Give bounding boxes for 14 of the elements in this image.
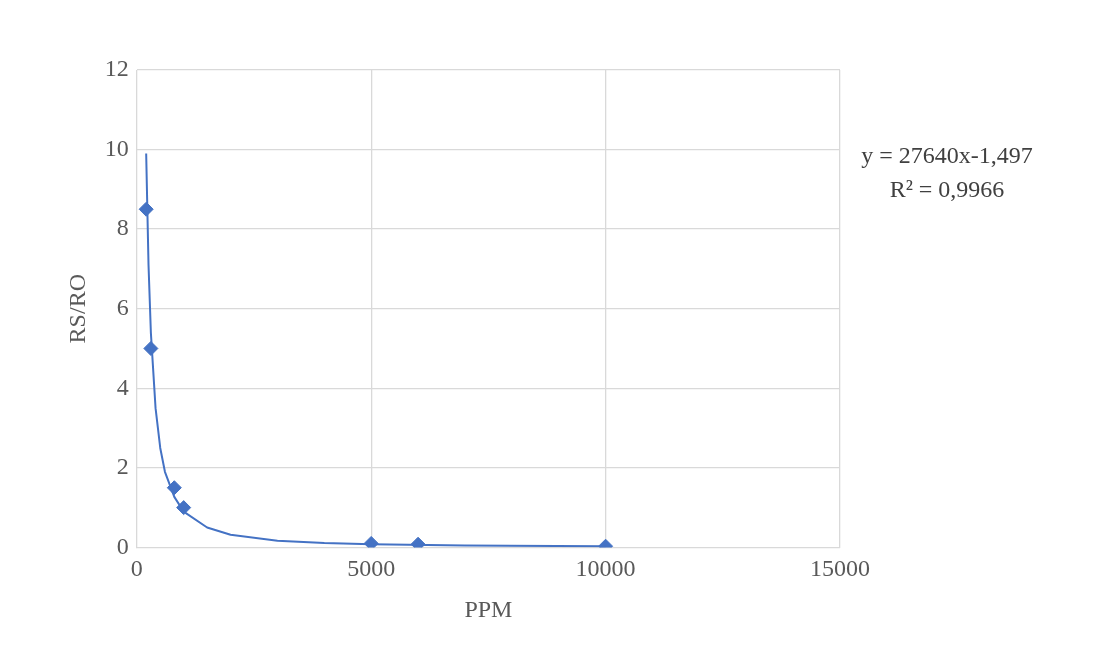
y-tick-label: 0 bbox=[116, 532, 129, 559]
y-tick-label: 2 bbox=[116, 453, 129, 480]
x-axis-title: PPM bbox=[464, 595, 513, 622]
y-tick-label: 4 bbox=[116, 373, 129, 400]
y-tick-label: 8 bbox=[116, 214, 129, 241]
y-tick-label: 10 bbox=[104, 134, 129, 161]
y-tick-label: 12 bbox=[104, 55, 129, 82]
y-tick-label: 6 bbox=[116, 294, 129, 320]
x-tick-label: 15000 bbox=[810, 555, 870, 582]
text: R² = 0,9966 bbox=[888, 175, 1006, 204]
y-axis-title: RS/RO bbox=[63, 274, 90, 344]
x-tick-label: 5000 bbox=[347, 555, 396, 582]
x-tick-label: 10000 bbox=[575, 555, 636, 582]
text: y = 27640x-1,497 bbox=[860, 141, 1034, 170]
